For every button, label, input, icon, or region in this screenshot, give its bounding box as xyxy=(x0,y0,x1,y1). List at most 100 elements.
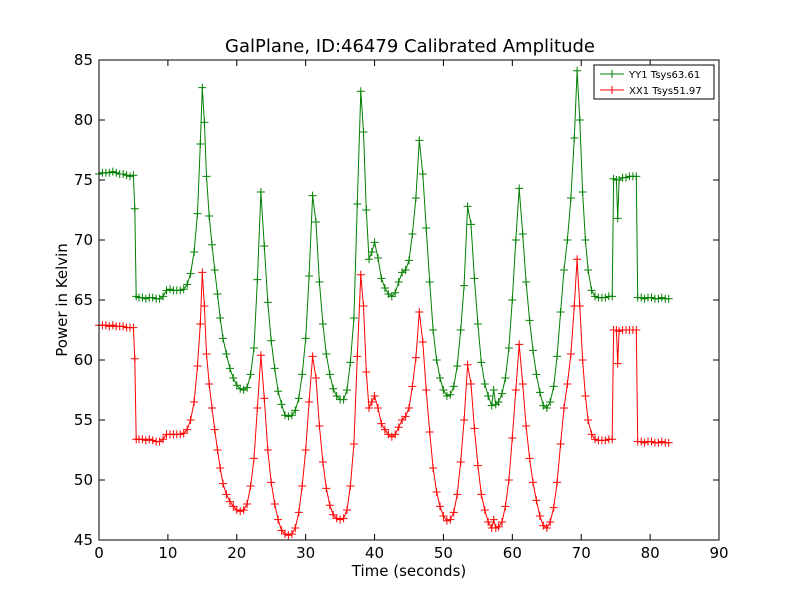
x-tick-label: 70 xyxy=(572,544,591,562)
data-point xyxy=(591,435,599,444)
y-tick-label: 55 xyxy=(74,411,93,429)
data-point xyxy=(126,172,134,181)
legend-marker xyxy=(608,70,616,78)
data-point xyxy=(422,224,431,232)
data-point xyxy=(315,278,324,286)
data-point xyxy=(391,288,400,297)
data-point xyxy=(549,503,558,512)
data-point xyxy=(432,488,441,496)
data-point xyxy=(570,134,579,142)
data-point xyxy=(657,437,666,446)
data-point xyxy=(353,200,362,208)
data-point xyxy=(332,514,341,523)
data-point xyxy=(176,286,185,295)
data-point xyxy=(119,170,128,178)
data-point xyxy=(105,322,114,331)
y-tick-label: 70 xyxy=(74,231,93,249)
data-point xyxy=(560,266,568,274)
data-point xyxy=(374,254,382,262)
data-point xyxy=(405,256,413,265)
x-tick-label: 60 xyxy=(503,544,522,562)
data-point xyxy=(232,381,241,390)
data-point xyxy=(432,356,441,364)
data-point xyxy=(312,218,320,226)
data-point xyxy=(439,512,448,520)
data-point xyxy=(232,506,241,514)
data-point xyxy=(563,380,572,388)
data-point xyxy=(267,336,276,345)
data-point xyxy=(159,292,168,301)
data-point xyxy=(456,458,465,466)
plot-area xyxy=(95,66,673,540)
data-point xyxy=(487,401,496,410)
data-point xyxy=(401,266,410,274)
data-point xyxy=(377,274,386,283)
data-point xyxy=(208,404,216,412)
data-point xyxy=(213,446,222,454)
data-point xyxy=(415,308,424,316)
data-point xyxy=(239,506,248,514)
data-point xyxy=(640,294,649,303)
data-point xyxy=(256,351,265,360)
legend-marker xyxy=(608,86,616,94)
data-point xyxy=(225,364,234,373)
data-point xyxy=(162,286,171,295)
data-point xyxy=(484,518,493,526)
data-point xyxy=(489,515,498,524)
x-axis-label: Time (seconds) xyxy=(351,562,467,580)
data-point xyxy=(575,116,584,124)
data-point xyxy=(429,464,438,472)
data-point xyxy=(408,382,417,391)
data-point xyxy=(640,438,649,447)
data-point xyxy=(501,502,510,511)
data-point xyxy=(522,422,531,430)
x-tick-label: 90 xyxy=(709,544,728,562)
axis-ticks: 0 10 20 30 40 50 60 70 80 90 45 50 55 60 65 70 75 80 85 xyxy=(74,51,729,562)
data-point xyxy=(339,514,348,523)
x-tick-label: 10 xyxy=(158,544,177,562)
legend-label: YY1 Tsys63.61 xyxy=(628,70,700,81)
data-point xyxy=(236,384,245,393)
data-point xyxy=(632,326,641,334)
data-point xyxy=(141,294,150,303)
data-point xyxy=(130,354,139,363)
data-point xyxy=(196,320,205,328)
data-point xyxy=(308,191,317,200)
data-point xyxy=(200,302,209,310)
y-tick-label: 85 xyxy=(74,51,93,69)
data-point xyxy=(449,382,458,391)
data-point xyxy=(439,386,448,394)
data-point xyxy=(274,515,283,524)
data-point xyxy=(332,392,341,400)
data-point xyxy=(301,334,310,343)
data-point xyxy=(508,296,517,304)
data-point xyxy=(281,530,289,538)
data-point xyxy=(573,66,582,75)
data-point xyxy=(267,478,276,487)
data-point xyxy=(336,515,345,524)
data-point xyxy=(236,507,245,516)
data-point xyxy=(362,206,371,214)
data-point xyxy=(294,394,303,403)
data-point xyxy=(176,430,185,439)
data-point xyxy=(243,500,252,508)
data-point xyxy=(325,370,334,379)
data-point xyxy=(494,398,503,406)
y-tick-label: 45 xyxy=(74,531,93,549)
data-point xyxy=(305,398,314,406)
data-point xyxy=(608,292,617,301)
data-point xyxy=(387,292,396,301)
data-point xyxy=(359,302,368,310)
data-point xyxy=(183,280,192,289)
data-point xyxy=(284,531,293,540)
data-point xyxy=(456,326,465,334)
data-point xyxy=(647,293,656,302)
data-point xyxy=(566,194,575,202)
data-point xyxy=(122,171,131,180)
y-tick-label: 75 xyxy=(74,171,93,189)
data-point xyxy=(436,374,444,382)
data-point xyxy=(657,293,666,302)
data-point xyxy=(353,352,362,361)
data-point xyxy=(654,438,663,447)
